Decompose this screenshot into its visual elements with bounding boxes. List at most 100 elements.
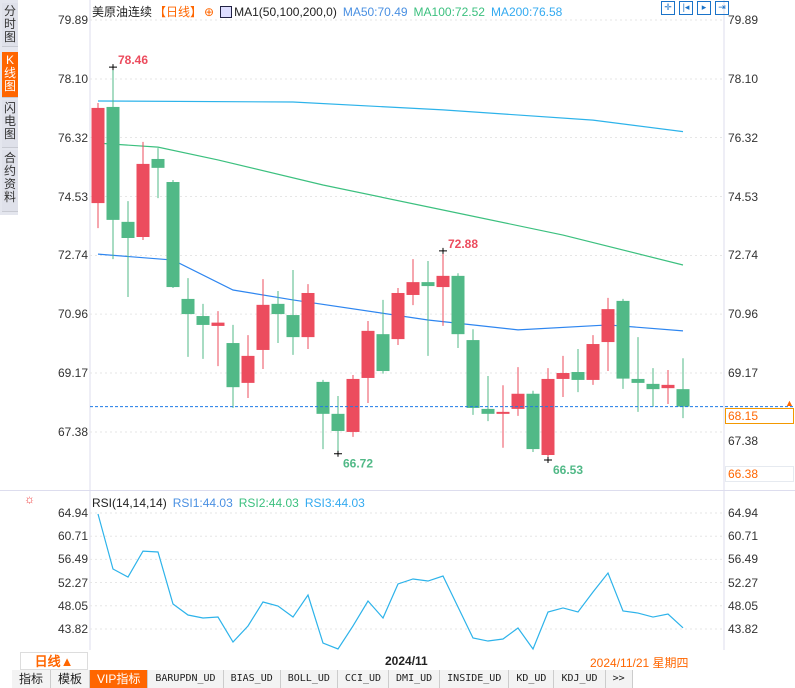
candle-down	[616, 300, 630, 379]
tab--[interactable]: >>	[605, 670, 633, 688]
candle-up	[346, 378, 360, 432]
sidebar: 分时图 K线图 闪电图 合约资料	[0, 0, 18, 215]
candle-up	[301, 292, 315, 338]
price-tick-right: 72.74	[728, 248, 759, 263]
panel-divider	[0, 490, 795, 491]
indicator-chart-icon[interactable]	[220, 5, 233, 18]
rsi-settings-icon[interactable]: ☼	[24, 492, 35, 506]
tab-boll-ud[interactable]: BOLL_UD	[280, 670, 338, 688]
candle-down	[226, 343, 240, 388]
sidebar-tab-flash[interactable]: 闪电图	[2, 100, 18, 148]
rsi-tick-right: 52.27	[728, 575, 759, 590]
current-price-arrow-icon: ▲	[785, 398, 794, 408]
candle-up	[391, 292, 405, 340]
ma100-value: MA100:72.52	[413, 4, 485, 19]
rsi-header: RSI(14,14,14) RSI1:44.03 RSI2:44.03 RSI3…	[92, 496, 371, 510]
tab-vip-[interactable]: VIP指标	[90, 670, 149, 688]
rsi-tick-left: 64.94	[57, 506, 88, 520]
ma50-value: MA50:70.49	[342, 4, 408, 19]
price-tick-right: 69.17	[728, 366, 759, 380]
sidebar-tab-intraday[interactable]: 分时图	[2, 3, 18, 47]
period-label: 【日线】	[154, 5, 203, 19]
price-annotation-high: 78.46	[118, 53, 148, 67]
tab--[interactable]: 指标	[12, 670, 52, 688]
tab-bias-ud[interactable]: BIAS_UD	[223, 670, 281, 688]
period-button[interactable]: 日线▲	[20, 652, 88, 670]
sidebar-tab-kline[interactable]: K线图	[2, 52, 18, 98]
rsi-title[interactable]: RSI(14,14,14)	[92, 496, 167, 510]
indicator-tabs: 指标 模板 VIP指标 BARUPDN_UD BIAS_UD BOLL_UD CCI_UD D…	[12, 670, 633, 688]
time-axis: 日线▲ 2024/11 2024/11/21 星期四	[0, 652, 795, 670]
tab--[interactable]: 模板	[51, 670, 91, 688]
price-tick-left: 70.96	[57, 307, 88, 322]
candle-down	[631, 378, 645, 383]
price-tick-left: 79.89	[57, 13, 88, 27]
go-latest-icon[interactable]: ⇥	[715, 1, 729, 15]
rsi3-value: RSI3:44.03	[304, 496, 365, 510]
candle-down	[376, 334, 390, 372]
ma200-line	[97, 100, 684, 133]
price-tick-right: 79.89	[728, 13, 759, 27]
candle-down	[271, 303, 285, 315]
crosshair-icon[interactable]: ✛	[661, 1, 675, 15]
candle-up	[661, 384, 675, 389]
tab-kdj-ud[interactable]: KDJ_UD	[554, 670, 606, 688]
add-icon[interactable]: ⊕	[204, 4, 215, 19]
candle-up	[211, 322, 225, 326]
play-icon[interactable]: ▸	[697, 1, 711, 15]
tab-kd-ud[interactable]: KD_UD	[509, 670, 555, 688]
candle-up	[136, 163, 150, 238]
chart-canvas[interactable]: 78.46 72.88 66.72 66.53	[0, 0, 795, 652]
extreme-marker-icon	[439, 247, 447, 254]
candle-down	[571, 372, 585, 380]
extreme-marker-icon	[334, 450, 342, 457]
rsi-tick-left: 43.82	[57, 621, 88, 636]
candle-up	[556, 373, 570, 379]
ma50-line	[97, 253, 684, 332]
candle-down	[316, 381, 330, 414]
price-tick-right: 74.53	[728, 189, 759, 204]
crosshair-date-label: 2024/11/21 星期四	[590, 656, 689, 670]
candle-up	[601, 309, 615, 343]
instrument-title: 美原油连续	[92, 5, 153, 19]
zoom-start-icon[interactable]: |◂	[679, 1, 693, 15]
candle-down	[421, 282, 435, 287]
rsi-tick-right: 60.71	[728, 529, 759, 544]
current-price-label: 68.15	[725, 408, 794, 424]
price-annotation-low2: 66.53	[553, 463, 583, 477]
price-tick-left: 67.38	[57, 424, 88, 439]
sidebar-tab-contract-info[interactable]: 合约资料	[2, 150, 18, 212]
tab-barupdn-ud[interactable]: BARUPDN_UD	[148, 670, 224, 688]
ma-indicator-label[interactable]: MA1(50,100,200,0)	[234, 4, 337, 19]
price-tick-right: 78.10	[728, 71, 759, 86]
rsi-tick-right: 48.05	[728, 598, 759, 613]
rsi-tick-right: 64.94	[728, 506, 759, 520]
rsi-tick-left: 48.05	[57, 598, 88, 613]
rsi1-value: RSI1:44.03	[172, 496, 233, 510]
price-annotation-low1: 66.72	[343, 457, 373, 471]
tab-cci-ud[interactable]: CCI_UD	[337, 670, 390, 688]
candle-down	[451, 275, 465, 335]
rsi-tick-left: 52.27	[57, 575, 88, 590]
candle-up	[541, 378, 555, 456]
candle-down	[196, 316, 210, 325]
candle-up	[586, 344, 600, 380]
price-tick-right: 70.96	[728, 307, 759, 322]
rsi-tick-left: 60.71	[57, 529, 88, 544]
tab-inside-ud[interactable]: INSIDE_UD	[440, 670, 510, 688]
month-label: 2024/11	[385, 654, 428, 668]
candle-down	[646, 383, 660, 390]
tab-dmi-ud[interactable]: DMI_UD	[389, 670, 441, 688]
candle-up	[436, 275, 450, 288]
candle-down	[106, 106, 120, 220]
ma200-value: MA200:76.58	[490, 4, 563, 19]
rsi-tick-right: 56.49	[728, 552, 759, 567]
candle-up	[511, 393, 525, 409]
candle-down	[331, 413, 345, 431]
candle-up	[256, 304, 270, 350]
candle-down	[676, 389, 690, 407]
price-tick-left: 78.10	[57, 71, 88, 86]
price-tick-left: 72.74	[57, 248, 88, 263]
chart-toolbar: ✛ |◂ ▸ ⇥	[661, 1, 729, 15]
candle-down	[286, 315, 300, 338]
